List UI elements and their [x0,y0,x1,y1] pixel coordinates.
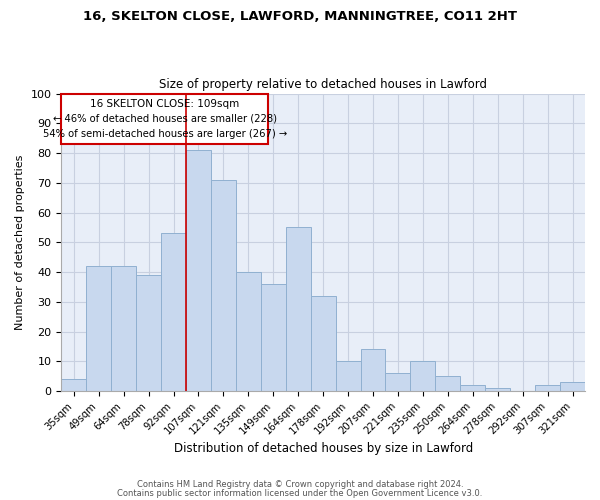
Y-axis label: Number of detached properties: Number of detached properties [15,154,25,330]
Bar [460,385,485,391]
Bar [261,284,286,391]
Text: 54% of semi-detached houses are larger (267) →: 54% of semi-detached houses are larger (… [43,128,287,138]
Bar [335,362,361,391]
Text: 16 SKELTON CLOSE: 109sqm: 16 SKELTON CLOSE: 109sqm [90,99,239,109]
Bar [485,388,510,391]
Bar [61,94,268,144]
Bar [161,234,186,391]
Text: Contains HM Land Registry data © Crown copyright and database right 2024.: Contains HM Land Registry data © Crown c… [137,480,463,489]
Bar [61,379,86,391]
Text: ← 46% of detached houses are smaller (228): ← 46% of detached houses are smaller (22… [53,114,277,124]
Bar [86,266,111,391]
Bar [236,272,261,391]
Text: Contains public sector information licensed under the Open Government Licence v3: Contains public sector information licen… [118,488,482,498]
Bar [436,376,460,391]
X-axis label: Distribution of detached houses by size in Lawford: Distribution of detached houses by size … [173,442,473,455]
Bar [311,296,335,391]
Bar [535,385,560,391]
Bar [410,362,436,391]
Title: Size of property relative to detached houses in Lawford: Size of property relative to detached ho… [159,78,487,91]
Bar [111,266,136,391]
Bar [286,228,311,391]
Bar [560,382,585,391]
Bar [361,350,385,391]
Bar [186,150,211,391]
Text: 16, SKELTON CLOSE, LAWFORD, MANNINGTREE, CO11 2HT: 16, SKELTON CLOSE, LAWFORD, MANNINGTREE,… [83,10,517,23]
Bar [385,373,410,391]
Bar [136,275,161,391]
Bar [211,180,236,391]
